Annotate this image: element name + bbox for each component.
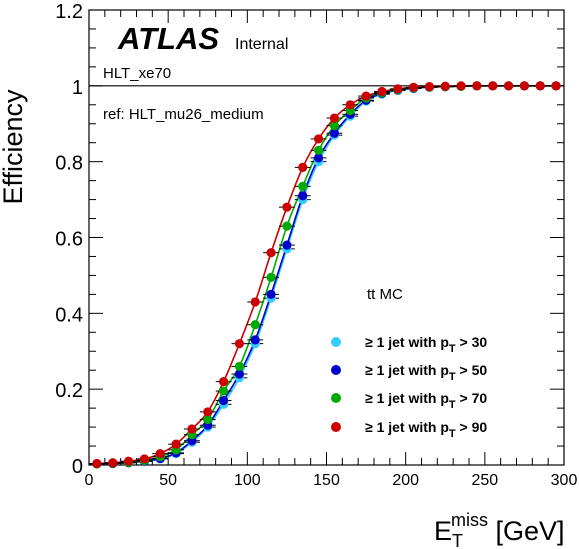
data-point-series-4 bbox=[551, 81, 561, 91]
y-tick-label: 0.2 bbox=[55, 380, 83, 402]
data-point-series-3 bbox=[298, 181, 308, 191]
legend-marker-3 bbox=[331, 393, 341, 403]
data-point-series-4 bbox=[313, 134, 324, 144]
data-point-series-3 bbox=[282, 221, 292, 231]
data-point-series-4 bbox=[250, 297, 260, 307]
data-point-series-4 bbox=[503, 81, 514, 91]
y-tick-label: 0 bbox=[72, 456, 83, 478]
legend-marker-1 bbox=[331, 337, 341, 347]
y-axis-title: Efficiency bbox=[0, 89, 28, 205]
data-point-series-2 bbox=[329, 128, 340, 138]
data-point-series-3 bbox=[218, 386, 229, 396]
x-tick-label: 0 bbox=[85, 472, 94, 489]
data-point-series-3 bbox=[203, 414, 213, 425]
data-point-series-4 bbox=[234, 339, 245, 349]
legend: tt MC ≥ 1 jet with pT > 30 ≥ 1 jet with … bbox=[331, 286, 487, 440]
data-point-series-2 bbox=[266, 289, 276, 299]
data-point-series-4 bbox=[203, 407, 213, 417]
data-point-series-4 bbox=[361, 91, 371, 101]
x-axis-title-sub: T bbox=[452, 531, 463, 549]
data-point-series-4 bbox=[282, 202, 292, 212]
fit-curve-3 bbox=[96, 85, 557, 465]
data-point-series-3 bbox=[266, 272, 276, 282]
data-point-series-4 bbox=[408, 82, 419, 92]
data-point-series-4 bbox=[472, 81, 482, 91]
x-tick-label: 50 bbox=[159, 472, 177, 489]
data-point-series-3 bbox=[250, 320, 260, 330]
data-point-series-4 bbox=[266, 248, 276, 258]
data-point-series-4 bbox=[535, 81, 545, 91]
trigger-label: HLT_xe70 bbox=[103, 65, 171, 82]
x-axis-title-unit: [GeV] bbox=[488, 516, 565, 546]
legend-header: tt MC bbox=[367, 286, 403, 303]
data-point-series-4 bbox=[139, 454, 150, 464]
data-point-series-4 bbox=[440, 81, 450, 91]
data-point-series-4 bbox=[393, 84, 403, 94]
data-point-series-4 bbox=[345, 100, 355, 110]
x-axis-title-sup: miss bbox=[451, 510, 488, 530]
data-point-series-4 bbox=[171, 439, 181, 449]
data-point-series-4 bbox=[519, 81, 530, 91]
data-point-series-4 bbox=[92, 458, 102, 469]
reference-trigger-label: ref: HLT_mu26_medium bbox=[103, 106, 264, 123]
data-point-series-4 bbox=[377, 86, 387, 97]
data-point-series-4 bbox=[298, 162, 308, 172]
data-point-series-2 bbox=[298, 191, 308, 201]
y-tick-label: 1 bbox=[72, 77, 83, 99]
data-point-series-4 bbox=[155, 449, 165, 459]
x-axis-title: ETmiss [GeV] bbox=[434, 510, 565, 549]
data-point-series-2 bbox=[250, 335, 260, 345]
fit-curve-4 bbox=[96, 85, 557, 465]
fit-curves bbox=[96, 85, 557, 465]
x-tick-label: 250 bbox=[471, 472, 498, 489]
data-point-series-2 bbox=[282, 240, 292, 250]
data-points bbox=[89, 81, 564, 469]
legend-markers bbox=[331, 337, 341, 432]
legend-entry-4: ≥ 1 jet with pT > 90 bbox=[365, 419, 487, 440]
legend-entry-3: ≥ 1 jet with pT > 70 bbox=[365, 390, 487, 411]
internal-label: Internal bbox=[235, 36, 288, 53]
data-point-series-2 bbox=[218, 395, 229, 406]
fit-curve-2 bbox=[96, 85, 557, 465]
x-tick-label: 200 bbox=[392, 472, 419, 489]
fit-curve-1 bbox=[96, 85, 557, 465]
x-tick-label: 150 bbox=[313, 472, 340, 489]
y-tick-label: 1.2 bbox=[55, 1, 83, 23]
data-point-series-4 bbox=[456, 81, 466, 91]
data-point-series-4 bbox=[108, 458, 118, 468]
data-point-series-2 bbox=[313, 153, 324, 163]
legend-marker-2 bbox=[331, 365, 341, 375]
data-point-series-4 bbox=[424, 81, 435, 92]
legend-marker-4 bbox=[331, 422, 341, 432]
y-tick-label: 0.4 bbox=[55, 304, 83, 326]
data-point-series-4 bbox=[123, 456, 134, 466]
data-point-series-4 bbox=[488, 81, 498, 91]
data-point-series-3 bbox=[313, 145, 324, 155]
x-tick-label: 300 bbox=[551, 472, 578, 489]
data-point-series-4 bbox=[187, 424, 197, 434]
legend-entry-2: ≥ 1 jet with pT > 50 bbox=[365, 362, 487, 383]
y-tick-label: 0.8 bbox=[55, 153, 83, 175]
atlas-label: ATLAS bbox=[117, 21, 219, 56]
data-point-series-4 bbox=[218, 376, 229, 387]
data-point-series-3 bbox=[329, 121, 340, 131]
x-tick-label: 100 bbox=[234, 472, 261, 489]
legend-entry-1: ≥ 1 jet with pT > 30 bbox=[365, 334, 487, 355]
x-axis-title-main: E bbox=[434, 516, 452, 546]
y-tick-label: 0.6 bbox=[55, 229, 83, 251]
data-point-series-4 bbox=[329, 113, 340, 123]
data-point-series-2 bbox=[234, 369, 245, 379]
data-point-series-3 bbox=[234, 361, 245, 372]
tick-labels: 0 50 100 150 200 250 300 0 0.2 0.4 0.6 0.8 1 1.2 bbox=[55, 1, 577, 489]
